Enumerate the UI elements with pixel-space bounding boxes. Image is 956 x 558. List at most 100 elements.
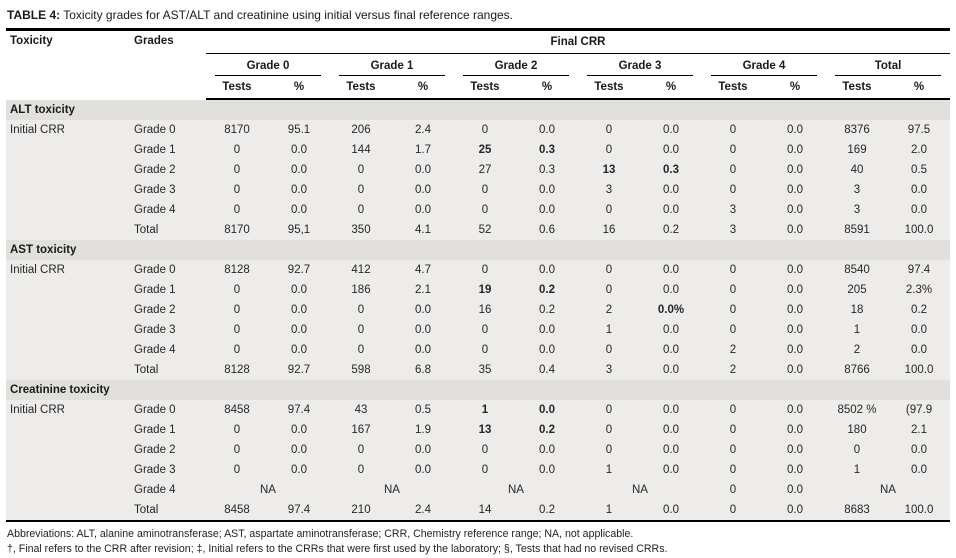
value-cell: 598 [330,360,392,380]
grade-group-header: Grade 3 [578,54,702,76]
grade-group-header: Grade 1 [330,54,454,76]
value-cell: 0.2 [516,300,578,320]
value-cell: 1 [578,500,640,522]
value-cell: 43 [330,400,392,420]
value-cell: 205 [826,280,888,300]
value-cell: 0.0 [888,180,950,200]
value-cell: 8128 [206,360,268,380]
value-cell: 0 [826,440,888,460]
value-cell: 4.7 [392,260,454,280]
data-row: Grade 2 0 0.0 0 0.0 16 0.2 2 0.0% 0 0.0 18 0.2 [6,300,950,320]
value-cell: 1 [454,400,516,420]
row-label-cell [6,180,130,200]
value-cell: 0.0 [764,220,826,240]
row-label-cell: Initial CRR [6,260,130,280]
value-cell: 92.7 [268,260,330,280]
value-cell: 92.7 [268,360,330,380]
value-cell: 8458 [206,400,268,420]
value-cell: 167 [330,420,392,440]
value-cell: 186 [330,280,392,300]
section-header: AST toxicity [6,240,950,260]
value-cell: 0.0 [764,300,826,320]
value-cell: 95.1 [268,120,330,140]
value-cell: 0.0% [640,300,702,320]
value-cell: 3 [826,180,888,200]
value-cell: 0 [702,460,764,480]
value-cell: 8591 [826,220,888,240]
value-cell: 0.0 [516,460,578,480]
value-cell: 0.0 [268,180,330,200]
value-cell: 0.0 [516,200,578,220]
value-cell: 0 [578,340,640,360]
row-label-cell [6,320,130,340]
value-cell: 0.0 [764,160,826,180]
value-cell: 0.0 [268,460,330,480]
value-cell: 0.0 [764,400,826,420]
value-cell: 18 [826,300,888,320]
value-cell: 8128 [206,260,268,280]
col-header-toxicity: Toxicity [10,35,53,47]
value-cell: 0 [578,140,640,160]
value-cell: 0.0 [640,500,702,522]
data-row: Grade 4 0 0.0 0 0.0 0 0.0 0 0.0 3 0.0 3 0.0 [6,200,950,220]
value-cell: 97.5 [888,120,950,140]
value-cell: 0 [702,180,764,200]
value-cell: 0.0 [764,500,826,522]
data-row: Grade 3 0 0.0 0 0.0 0 0.0 1 0.0 0 0.0 1 0.0 [6,320,950,340]
grade-label-cell: Grade 3 [130,460,206,480]
value-cell: 0.2 [516,420,578,440]
value-cell: 0.0 [764,440,826,460]
value-cell: 0 [206,420,268,440]
value-cell: 3 [702,200,764,220]
section-header: ALT toxicity [6,99,950,120]
value-cell: 0.0 [764,420,826,440]
value-cell: 0.0 [640,340,702,360]
value-cell: 169 [826,140,888,160]
value-cell: 144 [330,140,392,160]
value-cell: 95,1 [268,220,330,240]
value-cell: 0 [454,340,516,360]
grade-group-header: Total [826,54,950,76]
value-cell: 3 [578,180,640,200]
value-cell: 0.0 [640,420,702,440]
value-cell: 0 [702,400,764,420]
value-cell: 16 [578,220,640,240]
value-cell: 0.5 [392,400,454,420]
grade-label-cell: Grade 0 [130,120,206,140]
footnotes: Abbreviations: ALT, alanine aminotransfe… [6,522,950,557]
row-label-cell [6,360,130,380]
value-cell: 0 [330,200,392,220]
value-cell: 0 [578,280,640,300]
tests-subheader: Tests [206,76,268,100]
value-cell: 0.3 [516,140,578,160]
value-cell: 2.3% [888,280,950,300]
value-cell: 0 [702,280,764,300]
value-cell: 0.0 [764,340,826,360]
row-label-cell: Initial CRR [6,400,130,420]
value-cell: 0 [702,320,764,340]
value-cell: NA [206,480,330,500]
data-row: Initial CRR Grade 0 8128 92.7 412 4.7 0 0.0 0 0.0… [6,260,950,280]
value-cell: 0 [330,180,392,200]
value-cell: 2 [702,340,764,360]
value-cell: 97.4 [268,400,330,420]
value-cell: 0 [206,180,268,200]
grade-label-cell: Grade 0 [130,260,206,280]
value-cell: 0 [454,320,516,340]
value-cell: 0.0 [764,480,826,500]
value-cell: 0.0 [640,280,702,300]
value-cell: 2 [702,360,764,380]
value-cell: 0.0 [888,440,950,460]
value-cell: 0.0 [516,400,578,420]
data-row: Grade 1 0 0.0 167 1.9 13 0.2 0 0.0 0 0.0 180 2.1 [6,420,950,440]
row-label-cell [6,340,130,360]
grade-label-cell: Grade 4 [130,340,206,360]
value-cell: 1 [578,460,640,480]
value-cell: NA [826,480,950,500]
data-row: Grade 3 0 0.0 0 0.0 0 0.0 1 0.0 0 0.0 1 0.0 [6,460,950,480]
data-row: Grade 3 0 0.0 0 0.0 0 0.0 3 0.0 0 0.0 3 0.0 [6,180,950,200]
value-cell: 0.0 [764,180,826,200]
tests-subheader: Tests [702,76,764,100]
value-cell: 8458 [206,500,268,522]
value-cell: 0.0 [516,340,578,360]
